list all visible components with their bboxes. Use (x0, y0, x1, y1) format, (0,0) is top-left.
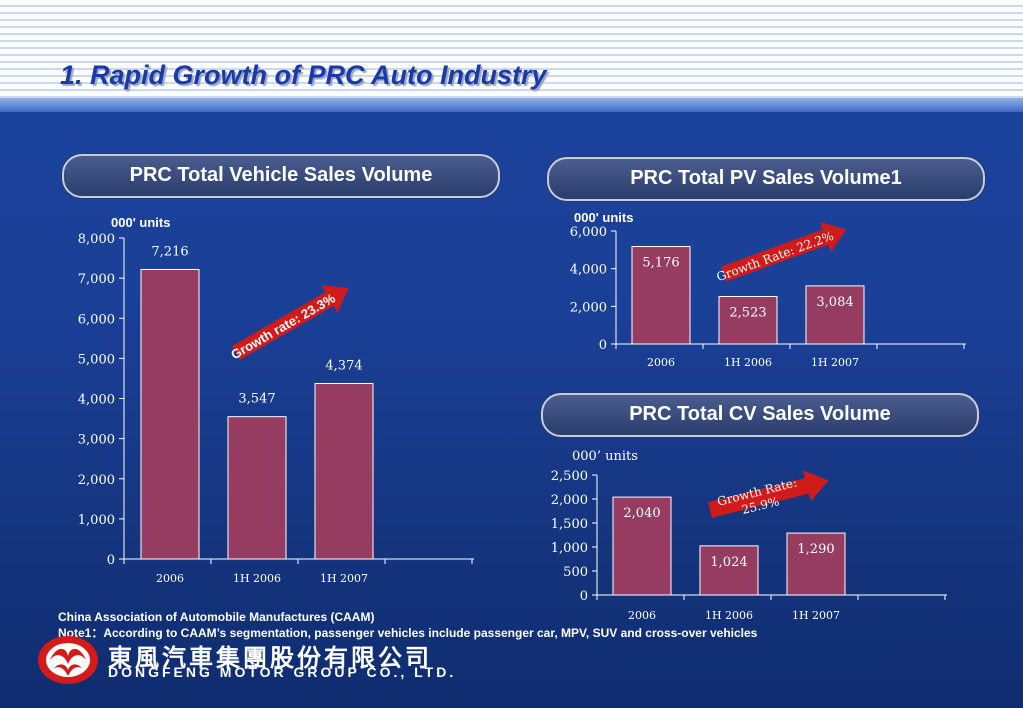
total-unit-label: 000' units (111, 215, 170, 230)
cv-bar (699, 545, 759, 596)
header-band (0, 0, 1023, 112)
cv-growth-arrow: Growth Rate:25.9% (708, 470, 829, 522)
pv-category-label: 1H 2006 (724, 356, 772, 369)
footnotes: China Association of Automobile Manufact… (58, 609, 757, 641)
total-category-label: 1H 2006 (233, 572, 281, 585)
cv-category-label: 1H 2006 (705, 609, 753, 622)
pv-bar (805, 285, 865, 345)
total-y-tick-label: 0 (107, 553, 115, 568)
cv-category-label: 1H 2007 (792, 609, 840, 622)
cv-sales-heading: PRC Total CV Sales Volume (541, 393, 979, 437)
total-sales-heading-label: PRC Total Vehicle Sales Volume (129, 163, 433, 186)
pv-bar (718, 295, 778, 345)
pv-bar (631, 246, 691, 345)
total-y-tick-label: 1,000 (78, 513, 115, 528)
cv-data-label: 1,290 (797, 542, 834, 557)
cv-y-tick-label: 2,500 (551, 469, 588, 484)
cv-growth-arrow-shape (708, 470, 829, 518)
company-name-english: DONGFENG MOTOR GROUP CO., LTD. (108, 664, 457, 680)
total-data-label: 4,374 (325, 358, 362, 373)
total-data-label: 7,216 (151, 244, 188, 259)
total-growth-rate-label: Growth rate: 23.3% (228, 290, 338, 362)
cv-y-tick-label: 1,500 (551, 517, 588, 532)
pv-sales-heading: PRC Total PV Sales Volume1 (547, 157, 985, 201)
total-data-label: 3,547 (238, 392, 275, 407)
company-name-chinese: 東風汽車集團股份有限公司 (108, 645, 432, 672)
cv-y-tick-label: 500 (563, 565, 588, 580)
total-growth-arrow: Growth rate: 23.3% (228, 285, 349, 362)
pv-y-tick-label: 2,000 (570, 300, 607, 315)
pv-data-label: 5,176 (642, 256, 679, 271)
cv-y-tick-label: 1,000 (551, 541, 588, 556)
cv-bar (786, 532, 846, 596)
pv-y-tick-label: 0 (599, 338, 607, 353)
total-y-tick-label: 5,000 (78, 352, 115, 367)
cv-bar (612, 496, 672, 596)
pv-y-tick-label: 4,000 (570, 263, 607, 278)
total-category-label: 2006 (156, 572, 184, 585)
total-y-tick-label: 6,000 (78, 312, 115, 327)
cv-y-tick-label: 0 (580, 589, 588, 604)
page-title: 1. Rapid Growth of PRC Auto Industry (60, 60, 547, 90)
total-growth-arrow-shape (232, 285, 349, 360)
dongfeng-logo-icon (38, 636, 98, 684)
total-y-tick-label: 3,000 (78, 433, 115, 448)
total-y-tick-label: 7,000 (78, 272, 115, 287)
pv-category-label: 1H 2007 (811, 356, 859, 369)
pv-growth-arrow-shape (721, 222, 847, 282)
total-y-tick-label: 4,000 (78, 393, 115, 408)
total-bar (140, 268, 200, 560)
cv-data-label: 2,040 (623, 506, 660, 521)
cv-growth-rate-label: Growth Rate:25.9% (716, 475, 802, 522)
pv-data-label: 2,523 (729, 305, 766, 320)
cv-data-label: 1,024 (710, 555, 747, 570)
total-category-label: 1H 2007 (320, 572, 368, 585)
cv-category-label: 2006 (628, 609, 656, 622)
cv-sales-heading-label: PRC Total CV Sales Volume (629, 402, 891, 425)
total-y-tick-label: 8,000 (78, 232, 115, 247)
pv-growth-arrow: Growth Rate: 22.2% (715, 222, 847, 284)
pv-data-label: 3,084 (816, 295, 853, 310)
total-y-tick-label: 2,000 (78, 473, 115, 488)
total-bar (314, 382, 374, 560)
pv-sales-heading-label: PRC Total PV Sales Volume1 (630, 166, 902, 189)
pv-category-label: 2006 (647, 356, 675, 369)
pv-growth-rate-label: Growth Rate: 22.2% (715, 229, 836, 284)
pv-y-tick-label: 6,000 (570, 225, 607, 240)
cv-unit-label: 000’ units (572, 449, 638, 464)
total-sales-heading: PRC Total Vehicle Sales Volume (62, 154, 500, 198)
total-bar (227, 416, 287, 560)
cv-y-tick-label: 2,000 (551, 493, 588, 508)
source-note: China Association of Automobile Manufact… (58, 610, 375, 624)
pv-unit-label: 000' units (574, 210, 633, 225)
segmentation-note: Note1：According to CAAM’s segmentation, … (58, 626, 758, 640)
